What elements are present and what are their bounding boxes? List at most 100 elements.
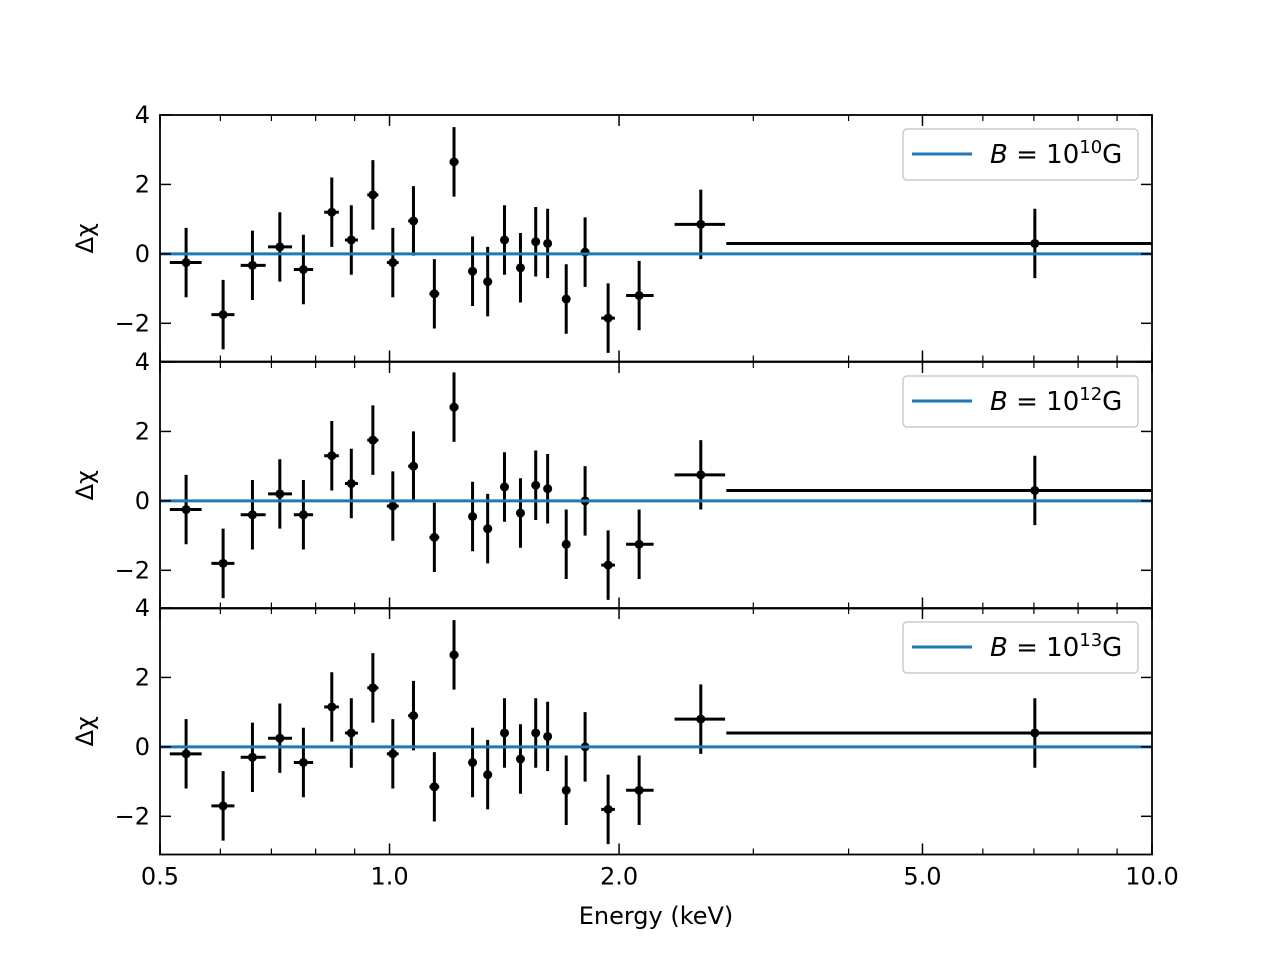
data-marker — [408, 711, 418, 721]
data-point — [468, 727, 478, 798]
data-point — [169, 474, 202, 545]
data-marker — [515, 508, 525, 518]
data-marker — [298, 757, 308, 767]
legend: B = 1013G — [902, 621, 1139, 674]
data-marker — [449, 402, 459, 412]
data-point — [268, 212, 293, 282]
data-marker — [408, 461, 418, 471]
data-marker — [543, 484, 553, 494]
data-marker — [218, 558, 228, 568]
data-point — [468, 481, 478, 552]
x-tick-label: 2.0 — [600, 863, 638, 891]
data-marker — [388, 258, 398, 268]
y-tick-label: 2 — [135, 170, 150, 198]
y-tick-label: 0 — [135, 487, 150, 515]
data-marker — [346, 235, 356, 245]
data-marker — [499, 728, 509, 738]
data-point — [211, 771, 235, 841]
data-marker — [218, 310, 228, 320]
data-marker — [603, 560, 613, 570]
y-tick-label: −2 — [115, 802, 150, 830]
data-point — [561, 755, 571, 825]
data-point — [531, 207, 541, 277]
data-marker — [247, 752, 257, 762]
data-point — [449, 127, 459, 197]
data-point — [344, 205, 358, 275]
data-marker — [543, 238, 553, 248]
axes-frame — [159, 607, 1153, 856]
data-marker — [449, 650, 459, 660]
data-point — [324, 672, 339, 742]
data-point — [515, 724, 525, 794]
data-point — [601, 530, 615, 600]
data-marker — [449, 157, 459, 167]
data-point — [211, 279, 235, 350]
data-point — [429, 502, 440, 573]
data-marker — [1030, 238, 1040, 248]
data-marker — [388, 749, 398, 759]
data-marker — [499, 482, 509, 492]
data-point — [386, 719, 399, 789]
data-point — [240, 722, 266, 793]
x-axis-label: Energy (keV) — [579, 902, 734, 930]
data-marker — [468, 757, 478, 767]
legend: B = 1012G — [902, 375, 1139, 428]
data-marker — [327, 207, 337, 217]
data-point — [499, 205, 509, 275]
data-point — [626, 755, 654, 825]
data-marker — [483, 770, 493, 780]
data-point — [726, 455, 1152, 526]
data-point — [324, 177, 339, 247]
data-marker — [327, 451, 337, 461]
data-point — [499, 698, 509, 768]
data-marker — [247, 510, 257, 520]
legend-label: B = 1010G — [990, 137, 1122, 170]
data-point — [429, 752, 440, 822]
legend-label: B = 1012G — [990, 384, 1122, 417]
y-axis-label: Δχ — [71, 223, 99, 253]
data-marker — [531, 237, 541, 247]
data-point — [344, 698, 358, 768]
data-marker — [1030, 728, 1040, 738]
data-marker — [603, 804, 613, 814]
data-point — [601, 774, 615, 845]
data-point — [293, 480, 314, 550]
y-tick-label: 2 — [135, 663, 150, 691]
data-marker — [561, 785, 571, 795]
data-marker — [346, 479, 356, 489]
data-point — [726, 698, 1152, 768]
data-marker — [531, 480, 541, 490]
data-point — [344, 448, 358, 519]
data-point — [561, 264, 571, 334]
data-marker — [1030, 485, 1040, 495]
x-tick-label: 1.0 — [370, 863, 408, 891]
data-marker — [429, 782, 439, 792]
data-marker — [327, 702, 337, 712]
data-point — [367, 405, 379, 475]
data-point — [268, 703, 293, 773]
data-point — [674, 684, 726, 754]
data-point — [429, 259, 440, 329]
data-point — [268, 459, 293, 529]
data-marker — [275, 733, 285, 743]
data-marker — [483, 524, 493, 534]
data-point — [240, 230, 266, 301]
data-point — [726, 208, 1152, 279]
data-marker — [247, 260, 257, 270]
data-marker — [181, 749, 191, 759]
data-point — [169, 227, 202, 298]
data-point — [386, 471, 399, 541]
data-point — [293, 727, 314, 798]
data-point — [561, 509, 571, 579]
data-point — [515, 233, 525, 303]
panels: −2 0 2 4 Δχ B = 1010G −2 0 2 4 Δχ B = 1012G −2 0 2 4 Δχ B… — [71, 101, 1179, 891]
data-marker — [298, 510, 308, 520]
data-marker — [181, 258, 191, 268]
data-marker — [388, 501, 398, 511]
legend-box — [902, 621, 1139, 674]
data-point — [499, 452, 509, 522]
data-marker — [181, 505, 191, 515]
data-marker — [531, 728, 541, 738]
y-tick-label: 4 — [135, 348, 150, 376]
x-tick-label: 10.0 — [1125, 863, 1178, 891]
